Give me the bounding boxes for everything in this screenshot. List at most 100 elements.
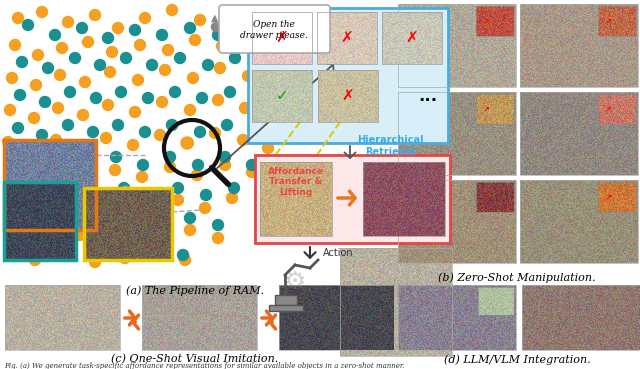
- Text: Affordance
Transfer &
Lifting: Affordance Transfer & Lifting: [268, 167, 324, 197]
- Circle shape: [262, 142, 273, 154]
- Circle shape: [129, 107, 141, 117]
- Circle shape: [84, 159, 95, 170]
- Circle shape: [212, 30, 223, 41]
- Circle shape: [193, 159, 204, 170]
- Circle shape: [132, 75, 143, 86]
- Bar: [476, 182, 514, 212]
- Circle shape: [115, 86, 127, 97]
- Bar: [478, 287, 514, 315]
- Circle shape: [36, 7, 47, 17]
- Circle shape: [200, 203, 211, 214]
- Circle shape: [90, 93, 102, 103]
- Circle shape: [84, 175, 95, 186]
- Bar: [476, 6, 514, 36]
- Circle shape: [239, 103, 250, 114]
- Text: ↗: ↗: [483, 17, 490, 25]
- Circle shape: [164, 152, 175, 162]
- Circle shape: [157, 30, 168, 41]
- Circle shape: [36, 130, 47, 141]
- Circle shape: [163, 45, 173, 55]
- Bar: [598, 6, 636, 36]
- Circle shape: [179, 255, 191, 266]
- Bar: [476, 94, 514, 124]
- Bar: [275, 295, 297, 305]
- Text: (c) One-Shot Visual Imitation.: (c) One-Shot Visual Imitation.: [111, 354, 278, 364]
- Circle shape: [147, 59, 157, 70]
- Text: ●: ●: [209, 20, 220, 32]
- Circle shape: [33, 49, 44, 61]
- Circle shape: [31, 79, 42, 90]
- Circle shape: [166, 4, 177, 15]
- Circle shape: [140, 127, 150, 138]
- Text: Hierarchical
Retrieval: Hierarchical Retrieval: [356, 135, 423, 156]
- Circle shape: [29, 255, 40, 266]
- Circle shape: [173, 183, 184, 193]
- Circle shape: [175, 52, 186, 63]
- Bar: [84, 188, 172, 260]
- Circle shape: [60, 249, 70, 261]
- Circle shape: [22, 217, 33, 228]
- Circle shape: [93, 207, 104, 217]
- Circle shape: [164, 162, 175, 172]
- Circle shape: [195, 14, 205, 25]
- Circle shape: [184, 224, 195, 235]
- Text: ↗: ↗: [605, 17, 611, 25]
- Circle shape: [266, 32, 278, 44]
- Bar: [4, 182, 76, 260]
- Bar: [4, 140, 96, 230]
- Bar: [520, 4, 638, 87]
- Bar: [340, 248, 452, 356]
- Circle shape: [29, 113, 40, 124]
- Bar: [398, 285, 516, 350]
- Circle shape: [120, 249, 131, 261]
- Circle shape: [150, 246, 161, 258]
- Text: (b) Zero-Shot Manipulation.: (b) Zero-Shot Manipulation.: [438, 272, 596, 283]
- Circle shape: [129, 213, 141, 224]
- Circle shape: [52, 103, 63, 114]
- Circle shape: [6, 72, 17, 83]
- Circle shape: [63, 120, 74, 131]
- Circle shape: [74, 230, 86, 241]
- Circle shape: [239, 24, 250, 35]
- Circle shape: [118, 183, 129, 193]
- Circle shape: [266, 76, 278, 87]
- Circle shape: [220, 159, 230, 170]
- Circle shape: [93, 190, 104, 200]
- Circle shape: [220, 152, 230, 162]
- Bar: [398, 92, 516, 175]
- Bar: [142, 285, 257, 350]
- Circle shape: [90, 256, 100, 268]
- Circle shape: [157, 97, 168, 107]
- Circle shape: [246, 159, 257, 170]
- Text: ✗: ✗: [342, 89, 355, 103]
- Circle shape: [35, 162, 45, 172]
- Bar: [260, 162, 332, 236]
- Circle shape: [102, 237, 113, 248]
- Text: ✗: ✗: [340, 31, 353, 45]
- Circle shape: [13, 203, 24, 214]
- Circle shape: [15, 186, 26, 197]
- Circle shape: [104, 66, 115, 77]
- Circle shape: [65, 86, 76, 97]
- Bar: [395, 0, 640, 272]
- Circle shape: [113, 120, 124, 131]
- Circle shape: [195, 127, 205, 138]
- Circle shape: [212, 232, 223, 244]
- Circle shape: [17, 56, 28, 68]
- Circle shape: [13, 13, 24, 24]
- Circle shape: [223, 10, 234, 21]
- Circle shape: [189, 34, 200, 45]
- Circle shape: [120, 52, 131, 63]
- Bar: [0, 282, 390, 357]
- Bar: [520, 180, 638, 263]
- Circle shape: [26, 145, 38, 155]
- Circle shape: [157, 235, 168, 245]
- Circle shape: [3, 137, 13, 148]
- Circle shape: [67, 183, 77, 193]
- Circle shape: [40, 97, 51, 107]
- Text: Action: Action: [323, 248, 354, 258]
- Circle shape: [120, 252, 131, 263]
- Circle shape: [70, 52, 81, 63]
- Text: ↗: ↗: [483, 104, 490, 114]
- Circle shape: [54, 69, 65, 80]
